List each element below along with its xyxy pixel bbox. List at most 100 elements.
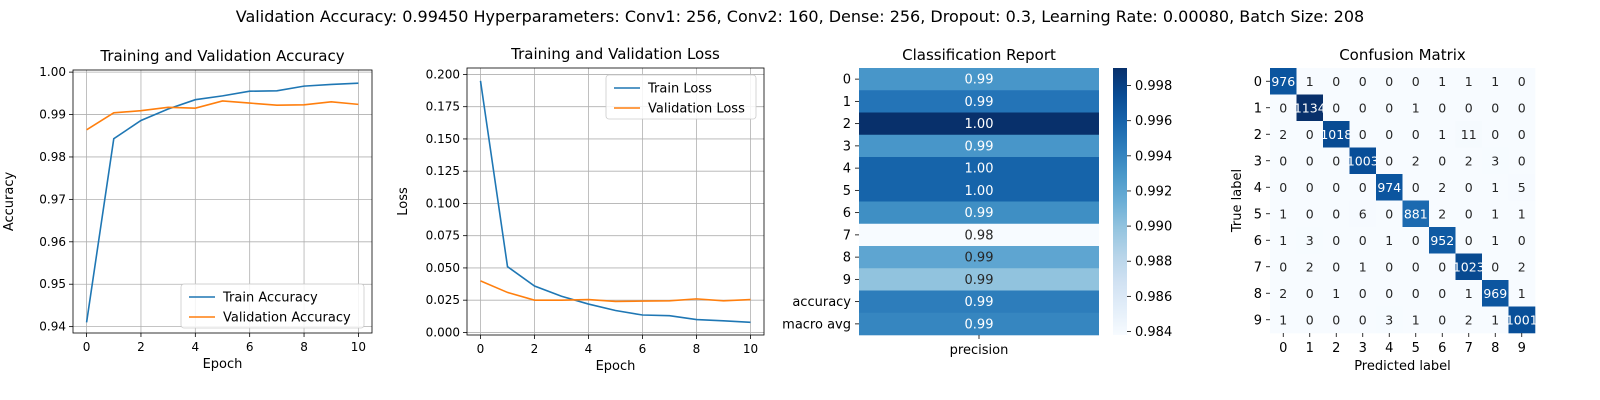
legend-label: Validation Accuracy [223,311,351,326]
matrix-cell [1482,280,1509,307]
series-line-train [479,80,751,324]
matrix-cell-label: 0 [1412,74,1420,89]
matrix-cell-label: 1 [1279,312,1287,327]
matrix-cell-label: 0 [1332,233,1340,248]
matrix-cell [1270,174,1297,201]
matrix-cell [1455,147,1483,175]
loss-chart: 0 2 4 6 8 10 0.000 0.025 0.050 0.075 0.100 0.125 0.1… [396,45,765,374]
matrix-cell-label: 0 [1385,153,1393,168]
y-tick-label: 0 [1254,75,1262,90]
y-tick-label: 3 [1254,154,1262,169]
matrix-cell-label: 0 [1412,259,1420,274]
legend-frame [180,283,365,329]
matrix-cell-label: 0 [1359,74,1367,89]
y-tick-label: 4 [1254,181,1262,196]
matrix-cell [1455,253,1483,281]
matrix-cell-label: 0 [1438,100,1446,115]
matrix-cell [1508,147,1536,175]
matrix-cell [1455,94,1483,122]
y-tick-label: 5 [1254,207,1262,222]
series-line-train [85,82,359,323]
matrix-cell-label: 1 [1491,233,1499,248]
x-tick-label: 3 [1359,341,1367,356]
matrix-cell [1429,174,1456,201]
matrix-cell-label: 2 [1465,153,1473,168]
matrix-cell [1508,68,1536,95]
matrix-cell-label: 0 [1385,206,1393,221]
matrix-cell [1455,121,1483,148]
matrix-cell [1376,227,1403,254]
plot-frame [466,67,765,336]
colorbar-tick-label: 0.986 [1135,290,1172,305]
accuracy-chart: 0 2 4 6 8 10 0.94 0.95 0.96 0.97 0.98 0.99 1.00 Train… [2,47,373,372]
x-tick-label: 8 [1491,341,1499,356]
matrix-cell-label: 0 [1359,286,1367,301]
report-cell-label: 1.00 [965,184,994,199]
matrix-cell-label: 0 [1279,180,1287,195]
matrix-cell [1376,280,1403,307]
matrix-cell-label: 0 [1332,206,1340,221]
report-cell-label: 0.99 [965,251,994,266]
matrix-cell-label: 0 [1359,100,1367,115]
x-tick-label: 10 [743,342,758,356]
matrix-cell-label: 0 [1438,259,1446,274]
matrix-cell [1323,306,1350,334]
matrix-cell [1402,121,1430,148]
matrix-cell-label: 1134 [1294,100,1326,115]
matrix-cell-label: 1 [1438,127,1446,142]
y-tick-label: 0.97 [39,192,66,206]
report-cell [859,268,1099,291]
matrix-cell [1508,174,1536,201]
matrix-cell-label: 0 [1359,233,1367,248]
report-cell-label: 0.99 [965,73,994,88]
matrix-cell-label: 1 [1385,233,1393,248]
y-axis-label: True label [1230,169,1245,233]
matrix-cell [1270,227,1297,254]
y-tick-label: 0.025 [426,293,460,307]
matrix-cell-label: 0 [1306,312,1314,327]
x-tick-label: 6 [639,342,647,356]
matrix-cell [1402,94,1430,122]
matrix-cell [1349,147,1377,175]
legend-frame [605,74,757,120]
report-cell-label: 0.98 [965,228,994,243]
matrix-cell-label: 0 [1385,286,1393,301]
report-row-label: 5 [843,184,851,199]
x-tick-label: 2 [531,342,539,356]
matrix-cell [1296,68,1324,95]
matrix-cell-label: 0 [1306,153,1314,168]
matrix-cell [1482,68,1509,95]
matrix-cell-label: 1 [1491,206,1499,221]
matrix-cell-label: 5 [1518,180,1526,195]
matrix-cell-label: 1 [1412,312,1420,327]
matrix-cell-label: 0 [1385,127,1393,142]
matrix-cell [1376,174,1403,201]
matrix-cell [1508,121,1536,148]
colorbar-tick-label: 0.984 [1135,325,1172,340]
matrix-cell-label: 0 [1332,153,1340,168]
y-tick-label: 6 [1254,234,1262,249]
matrix-cell [1376,121,1403,148]
matrix-cell-label: 3 [1306,233,1314,248]
matrix-cell-label: 6 [1359,206,1367,221]
matrix-cell-label: 976 [1271,74,1295,89]
report-row-label: accuracy [792,295,851,310]
y-tick-label: 0.200 [426,67,460,81]
chart-title: Confusion Matrix [1339,46,1466,64]
matrix-cell-label: 1003 [1347,153,1379,168]
matrix-cell-label: 0 [1412,286,1420,301]
x-axis-label: Epoch [596,359,636,374]
matrix-cell [1349,200,1377,228]
matrix-cell [1482,174,1509,201]
y-axis-label: Accuracy [2,172,17,232]
y-tick-label: 0.000 [426,325,460,339]
matrix-cell [1349,227,1377,254]
matrix-cell [1429,227,1456,254]
matrix-cell [1455,200,1483,228]
report-cell-label: 0.99 [965,317,994,332]
report-cell [859,201,1099,225]
matrix-cell-label: 2 [1306,259,1314,274]
classification-report-heatmap: 0.9900.9911.0020.9931.0041.0050.9960.987… [782,46,1172,358]
matrix-cell [1402,200,1430,228]
matrix-cell [1349,306,1377,334]
